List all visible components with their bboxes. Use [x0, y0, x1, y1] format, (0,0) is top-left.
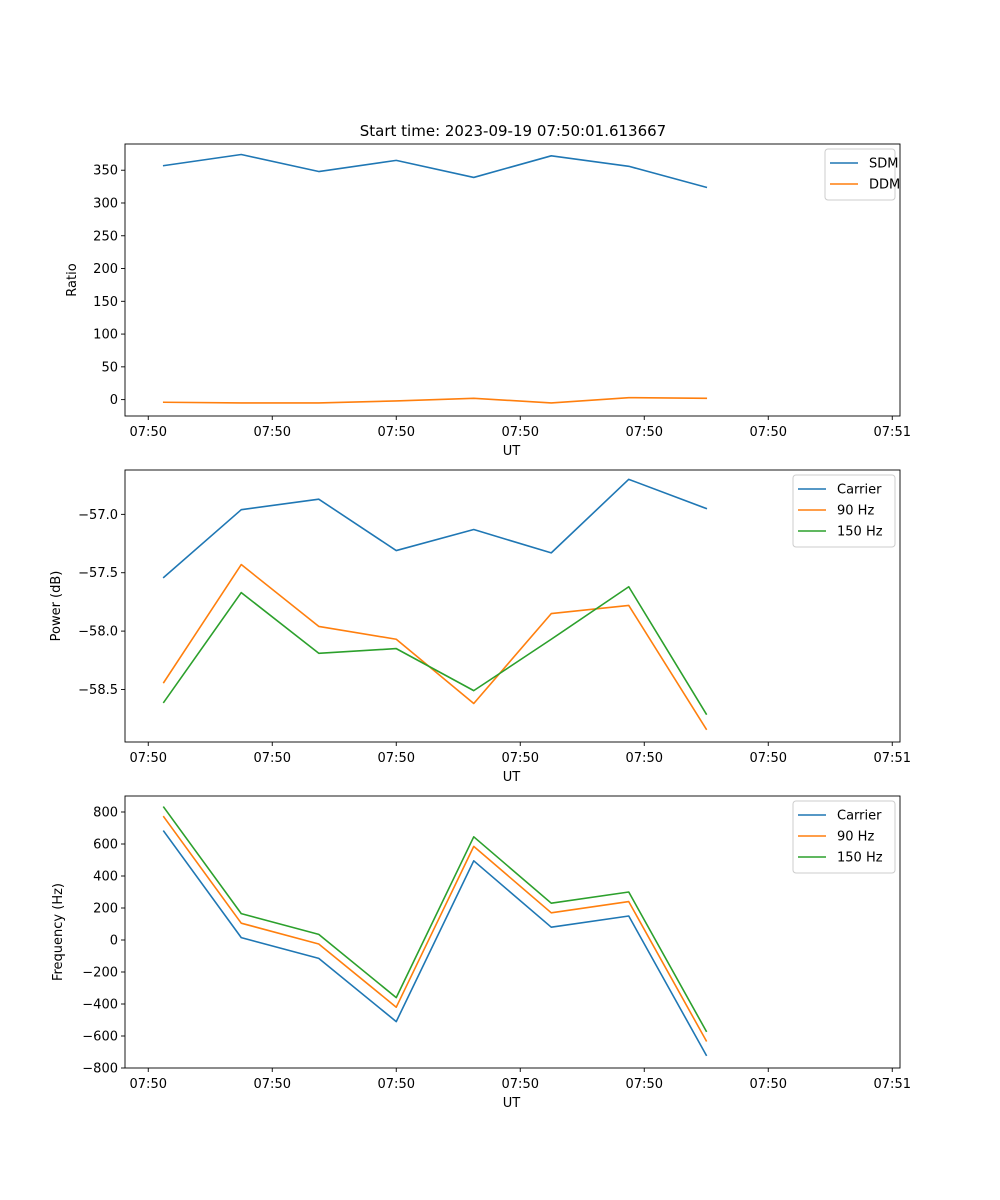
y-tick-label: 250 — [93, 229, 118, 244]
y-tick-label: −200 — [82, 966, 118, 981]
y-tick-label: −57.0 — [78, 508, 118, 523]
legend-box — [792, 474, 896, 548]
series-line-3 — [162, 806, 708, 1033]
y-axis-label: Power (dB) — [49, 571, 64, 642]
y-axis-label: Frequency (Hz) — [51, 883, 66, 981]
figure-title: Start time: 2023-09-19 07:50:01.613667 — [360, 122, 666, 140]
y-tick-label: −600 — [82, 1030, 118, 1045]
series-line-1 — [162, 830, 708, 1057]
y-tick-label: 200 — [93, 902, 118, 917]
legend-label: Carrier — [837, 483, 882, 498]
y-tick-label: 300 — [93, 196, 118, 211]
y-tick-label: −400 — [82, 998, 118, 1013]
y-tick-label: 350 — [93, 164, 118, 179]
x-axis-label: UT — [503, 1096, 521, 1111]
legend: SDM DDM — [824, 148, 900, 201]
series-line-3 — [162, 585, 708, 716]
x-tick-label: 07:50 — [254, 1077, 291, 1092]
y-tick-label: 0 — [110, 393, 118, 408]
x-tick-label: 07:50 — [750, 751, 787, 766]
y-tick-label: 800 — [93, 806, 118, 821]
x-axis-label: UT — [503, 770, 521, 785]
x-axis-label: UT — [503, 444, 521, 459]
series-line-2 — [162, 815, 708, 1042]
y-tick-label: 50 — [101, 360, 118, 375]
legend-label: DDM — [869, 178, 900, 193]
x-tick-label: 07:50 — [130, 425, 167, 440]
legend: Carrier 90 Hz 150 Hz — [792, 800, 896, 874]
legend-label: SDM — [869, 157, 898, 172]
subplots: 07:50 07:50 07:50 07:50 07:50 07:50 07:51 0 50 10… — [49, 143, 911, 1111]
legend-box — [824, 148, 896, 201]
y-tick-label: 0 — [110, 934, 118, 949]
legend-box — [792, 800, 896, 874]
axes-frame — [124, 143, 901, 417]
series-line-2 — [162, 396, 708, 404]
x-tick-label: 07:50 — [626, 425, 663, 440]
series-line-1 — [162, 153, 708, 189]
y-tick-label: 150 — [93, 295, 118, 310]
y-tick-label: −800 — [82, 1062, 118, 1077]
y-tick-label: 400 — [93, 870, 118, 885]
x-tick-label: 07:50 — [750, 425, 787, 440]
x-tick-label: 07:51 — [874, 1077, 911, 1092]
y-axis-label: Ratio — [65, 263, 80, 296]
legend-label: 150 Hz — [837, 851, 883, 866]
series-line-2 — [162, 563, 708, 731]
y-tick-label: 200 — [93, 262, 118, 277]
axes-frame — [124, 469, 901, 743]
x-tick-label: 07:50 — [626, 751, 663, 766]
y-tick-label: −58.5 — [78, 683, 118, 698]
x-tick-label: 07:50 — [378, 425, 415, 440]
y-tick-label: −58.0 — [78, 625, 118, 640]
x-tick-label: 07:50 — [130, 1077, 167, 1092]
x-tick-label: 07:50 — [378, 751, 415, 766]
legend-label: Carrier — [837, 809, 882, 824]
series-line-1 — [162, 478, 708, 579]
x-tick-label: 07:50 — [130, 751, 167, 766]
subplot-2: 07:50 07:50 07:50 07:50 07:50 07:50 07:51 −58.5… — [49, 469, 911, 785]
subplot-3: 07:50 07:50 07:50 07:50 07:50 07:50 07:51 −800 −… — [51, 795, 911, 1111]
x-tick-label: 07:50 — [254, 751, 291, 766]
x-tick-label: 07:50 — [502, 751, 539, 766]
x-tick-label: 07:50 — [254, 425, 291, 440]
legend-label: 90 Hz — [837, 830, 874, 845]
y-tick-label: 100 — [93, 328, 118, 343]
legend-label: 150 Hz — [837, 525, 883, 540]
legend-label: 90 Hz — [837, 504, 874, 519]
y-tick-label: −57.5 — [78, 566, 118, 581]
x-tick-label: 07:50 — [502, 1077, 539, 1092]
x-tick-label: 07:50 — [502, 425, 539, 440]
axes-frame — [124, 795, 901, 1069]
subplot-1: 07:50 07:50 07:50 07:50 07:50 07:50 07:51 0 50 10… — [65, 143, 911, 459]
legend: Carrier 90 Hz 150 Hz — [792, 474, 896, 548]
y-tick-label: 600 — [93, 838, 118, 853]
x-tick-label: 07:50 — [626, 1077, 663, 1092]
x-tick-label: 07:50 — [750, 1077, 787, 1092]
x-tick-label: 07:51 — [874, 425, 911, 440]
x-tick-label: 07:51 — [874, 751, 911, 766]
x-tick-label: 07:50 — [378, 1077, 415, 1092]
